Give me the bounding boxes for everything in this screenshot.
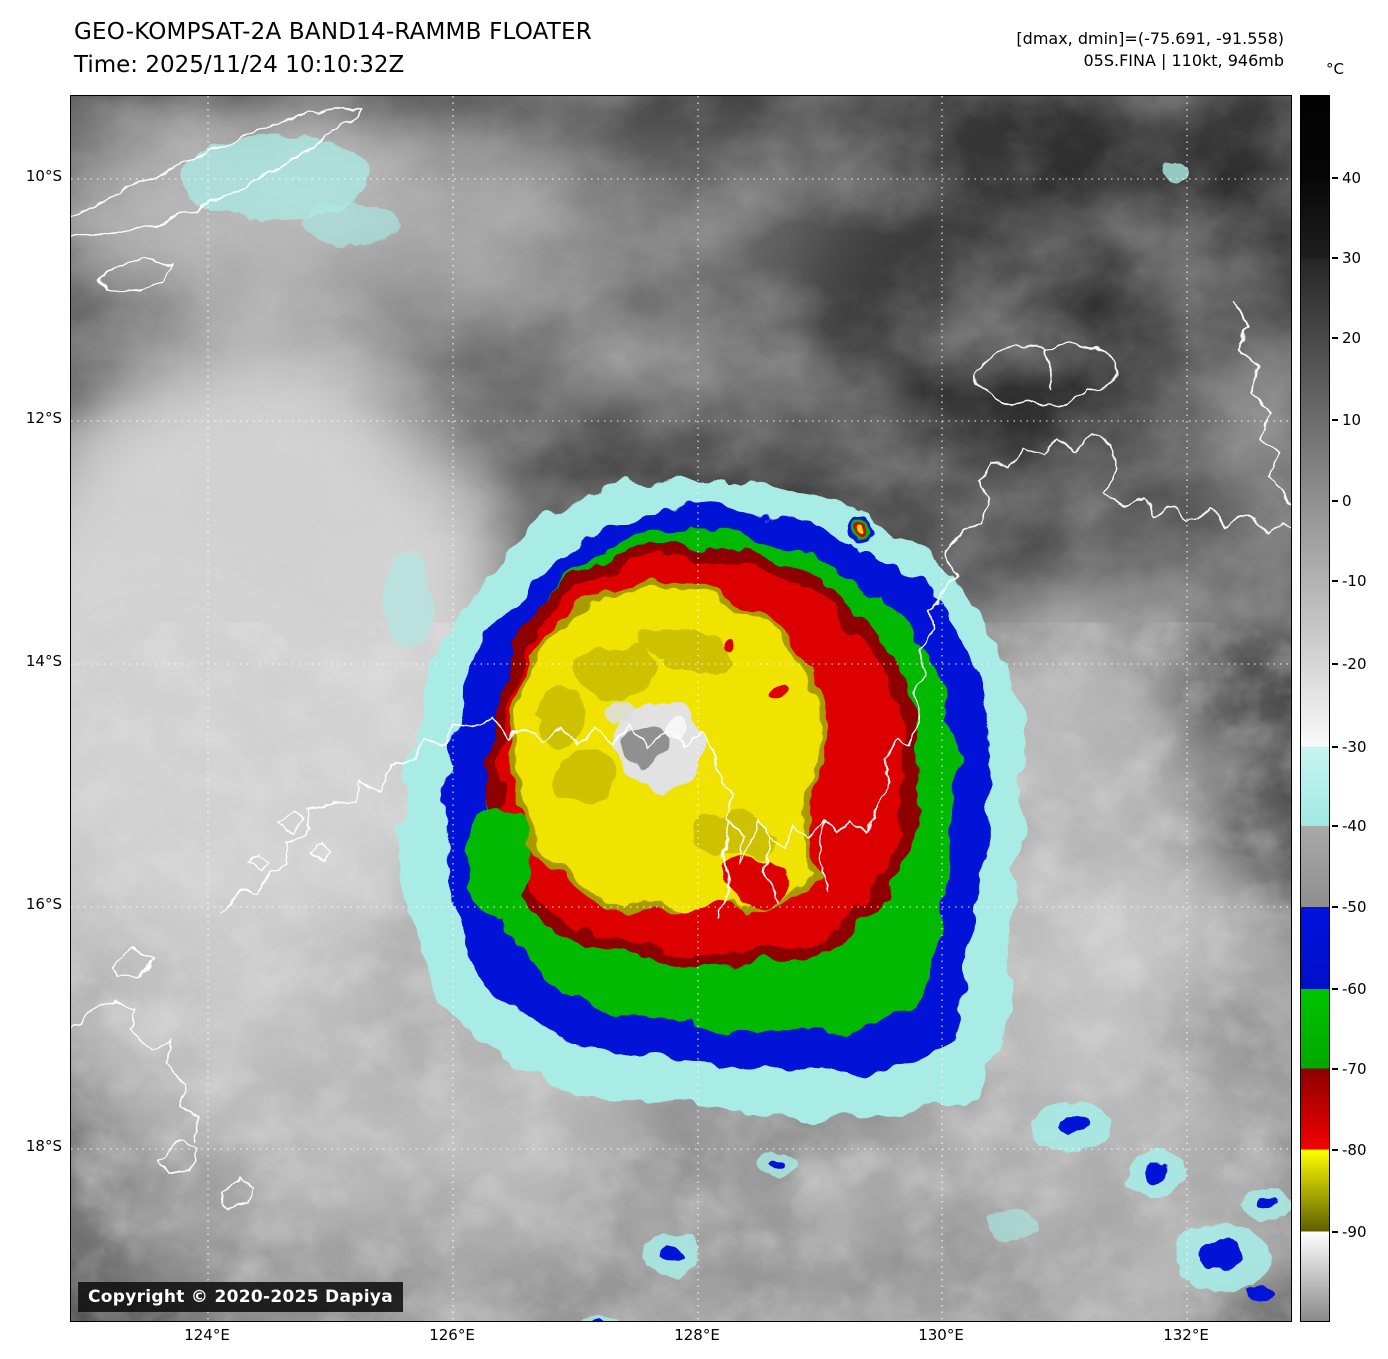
- colorbar-tick-label: -10: [1342, 571, 1367, 590]
- colorbar-tick-label: -30: [1342, 737, 1367, 756]
- colorbar-tick-mark: [1332, 1149, 1338, 1152]
- colorbar-tick-label: 10: [1342, 411, 1362, 430]
- product-timestamp: Time: 2025/11/24 10:10:32Z: [74, 52, 405, 78]
- colorbar-tick: 20: [1332, 329, 1361, 347]
- lat-label: 12°S: [25, 409, 62, 427]
- satellite-image: [71, 96, 1291, 1321]
- storm-info: 05S.FINA | 110kt, 946mb: [1083, 51, 1284, 70]
- cyclone-eye: [607, 698, 705, 786]
- colorbar-tick-label: -80: [1342, 1141, 1367, 1160]
- colorbar-tick: -80: [1332, 1141, 1367, 1159]
- colorbar-tick-mark: [1332, 257, 1338, 260]
- colorbar-tick: 10: [1332, 411, 1361, 429]
- colorbar-ticks: 40 30 20 10 0 -10 -20 -30 -40 -50 -60 -70 -80 -90: [1332, 95, 1386, 1322]
- west-green-patch: [465, 808, 533, 920]
- satellite-map: Copyright © 2020-2025 Dapiya: [70, 95, 1292, 1322]
- colorbar-tick-label: 40: [1342, 169, 1362, 188]
- colorbar-tick-label: -60: [1342, 980, 1367, 999]
- colorbar-tick-label: 30: [1342, 249, 1362, 268]
- coastline-dampier: [71, 998, 200, 1142]
- colorbar-tick-mark: [1332, 745, 1338, 748]
- lon-label: 130°E: [918, 1326, 964, 1344]
- outer-convective-cells: [181, 136, 1290, 1321]
- colorbar-unit-label: °C: [1326, 60, 1344, 78]
- northeast-blue-stalk: [858, 547, 884, 601]
- coastline-timor: [71, 109, 360, 238]
- colorbar-tick: -70: [1332, 1060, 1367, 1078]
- small-convective-cell: [842, 513, 876, 547]
- product-title: GEO-KOMPSAT-2A BAND14-RAMMB FLOATER: [74, 19, 592, 45]
- colorbar-tick: -20: [1332, 655, 1367, 673]
- colorbar-tick-label: -20: [1342, 655, 1367, 674]
- grid-lines: [71, 96, 1291, 1321]
- colorbar-tick: -30: [1332, 738, 1367, 756]
- colorbar-tick: 40: [1332, 169, 1361, 187]
- core-texture: [537, 627, 771, 858]
- colorbar-tick-mark: [1332, 663, 1338, 666]
- dmax-dmin-readout: [dmax, dmin]=(-75.691, -91.558): [1016, 29, 1284, 48]
- lon-label: 128°E: [674, 1326, 720, 1344]
- cyclone-overlay: [402, 480, 1026, 1118]
- colorbar-tick-label: -90: [1342, 1223, 1367, 1242]
- colorbar-tick-mark: [1332, 906, 1338, 909]
- coastline-top-end: [942, 433, 1291, 595]
- colorbar-tick: -90: [1332, 1223, 1367, 1241]
- colorbar-tick-mark: [1332, 825, 1338, 828]
- colorbar-tick: -10: [1332, 572, 1367, 590]
- colorbar: [1300, 95, 1330, 1322]
- colorbar-tick-mark: [1332, 579, 1338, 582]
- colorbar-tick-mark: [1332, 500, 1338, 503]
- colorbar-tick-label: 0: [1342, 492, 1352, 511]
- lat-label: 14°S: [25, 652, 62, 670]
- colorbar-tick-label: 20: [1342, 328, 1362, 347]
- lat-label: 18°S: [25, 1137, 62, 1155]
- colorbar-tick: -50: [1332, 898, 1367, 916]
- header-left: GEO-KOMPSAT-2A BAND14-RAMMB FLOATER Time…: [74, 16, 592, 82]
- colorbar-tick-mark: [1332, 1068, 1338, 1071]
- coastline-tiwi-islands: [976, 341, 1118, 406]
- lat-label: 10°S: [25, 167, 62, 185]
- colorbar-tick-mark: [1332, 988, 1338, 991]
- colorbar-tick-label: -70: [1342, 1060, 1367, 1079]
- colorbar-tick-label: -40: [1342, 817, 1367, 836]
- lon-label: 126°E: [429, 1326, 475, 1344]
- colorbar-tick-label: -50: [1342, 898, 1367, 917]
- coastlines: [71, 109, 1291, 1209]
- colorbar-tick-mark: [1332, 419, 1338, 422]
- colorbar-tick: -40: [1332, 817, 1367, 835]
- colorbar-tick-mark: [1332, 177, 1338, 180]
- colorbar-tick-mark: [1332, 336, 1338, 339]
- lon-label: 124°E: [184, 1326, 230, 1344]
- colorbar-tick: 30: [1332, 249, 1361, 267]
- header-right: [dmax, dmin]=(-75.691, -91.558) 05S.FINA…: [1016, 28, 1284, 72]
- lat-label: 16°S: [25, 895, 62, 913]
- colorbar-tick: -60: [1332, 980, 1367, 998]
- lon-label: 132°E: [1163, 1326, 1209, 1344]
- coastline-arnhem: [1232, 303, 1291, 510]
- coastline-kimberley: [218, 593, 944, 912]
- colorbar-tick: 0: [1332, 492, 1352, 510]
- copyright-badge: Copyright © 2020-2025 Dapiya: [78, 1282, 403, 1312]
- colorbar-tick-mark: [1332, 1231, 1338, 1234]
